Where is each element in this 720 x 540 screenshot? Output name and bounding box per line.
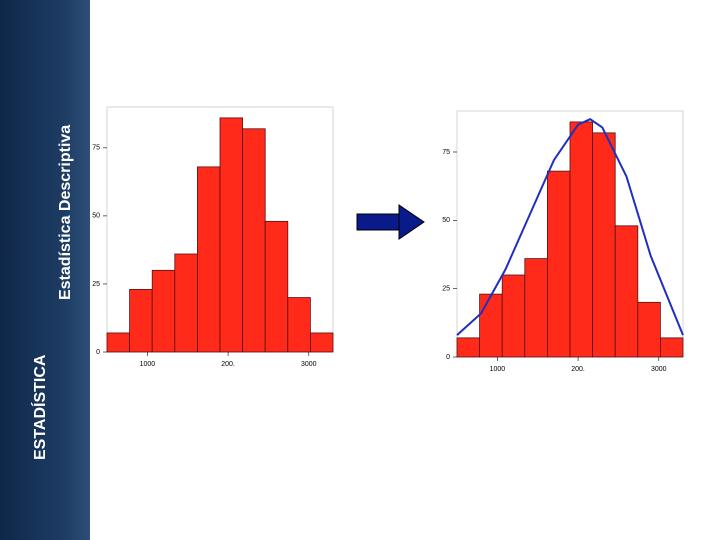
bar <box>660 337 684 358</box>
y-tick-label: 0 <box>446 354 450 361</box>
bar <box>106 332 131 353</box>
y-tick-label: 25 <box>92 281 100 288</box>
y-tick-label: 50 <box>92 213 100 220</box>
bar <box>309 332 334 353</box>
bar <box>479 293 503 358</box>
x-tick-label: 200. <box>221 361 235 368</box>
x-tick-label: 200. <box>571 366 585 373</box>
bar <box>129 288 153 353</box>
bar <box>614 225 639 358</box>
bar <box>264 220 289 353</box>
sidebar <box>0 0 90 540</box>
x-tick-label: 1000 <box>490 366 506 373</box>
bar <box>287 297 311 353</box>
bar <box>547 170 571 358</box>
bar <box>242 128 266 353</box>
bar <box>637 301 661 358</box>
bar <box>196 166 221 353</box>
y-tick-label: 0 <box>96 349 100 356</box>
bar <box>174 253 198 353</box>
bar <box>456 337 481 358</box>
bar <box>592 132 616 358</box>
x-tick-label: 3000 <box>301 361 317 368</box>
arrow <box>356 204 425 240</box>
x-tick-label: 3000 <box>651 366 667 373</box>
bar <box>524 258 548 358</box>
y-tick-label: 75 <box>92 145 100 152</box>
sidebar-subtitle: Estadística Descriptiva <box>57 125 74 300</box>
y-tick-label: 75 <box>442 149 450 156</box>
bar <box>501 274 526 358</box>
y-tick-label: 50 <box>442 217 450 224</box>
sidebar-title: ESTADÍSTICA <box>30 354 49 460</box>
normal-curve <box>456 118 684 336</box>
y-tick-label: 25 <box>442 286 450 293</box>
bar <box>151 269 176 353</box>
x-tick-label: 1000 <box>140 361 156 368</box>
bar <box>569 121 594 358</box>
bar <box>219 117 244 353</box>
